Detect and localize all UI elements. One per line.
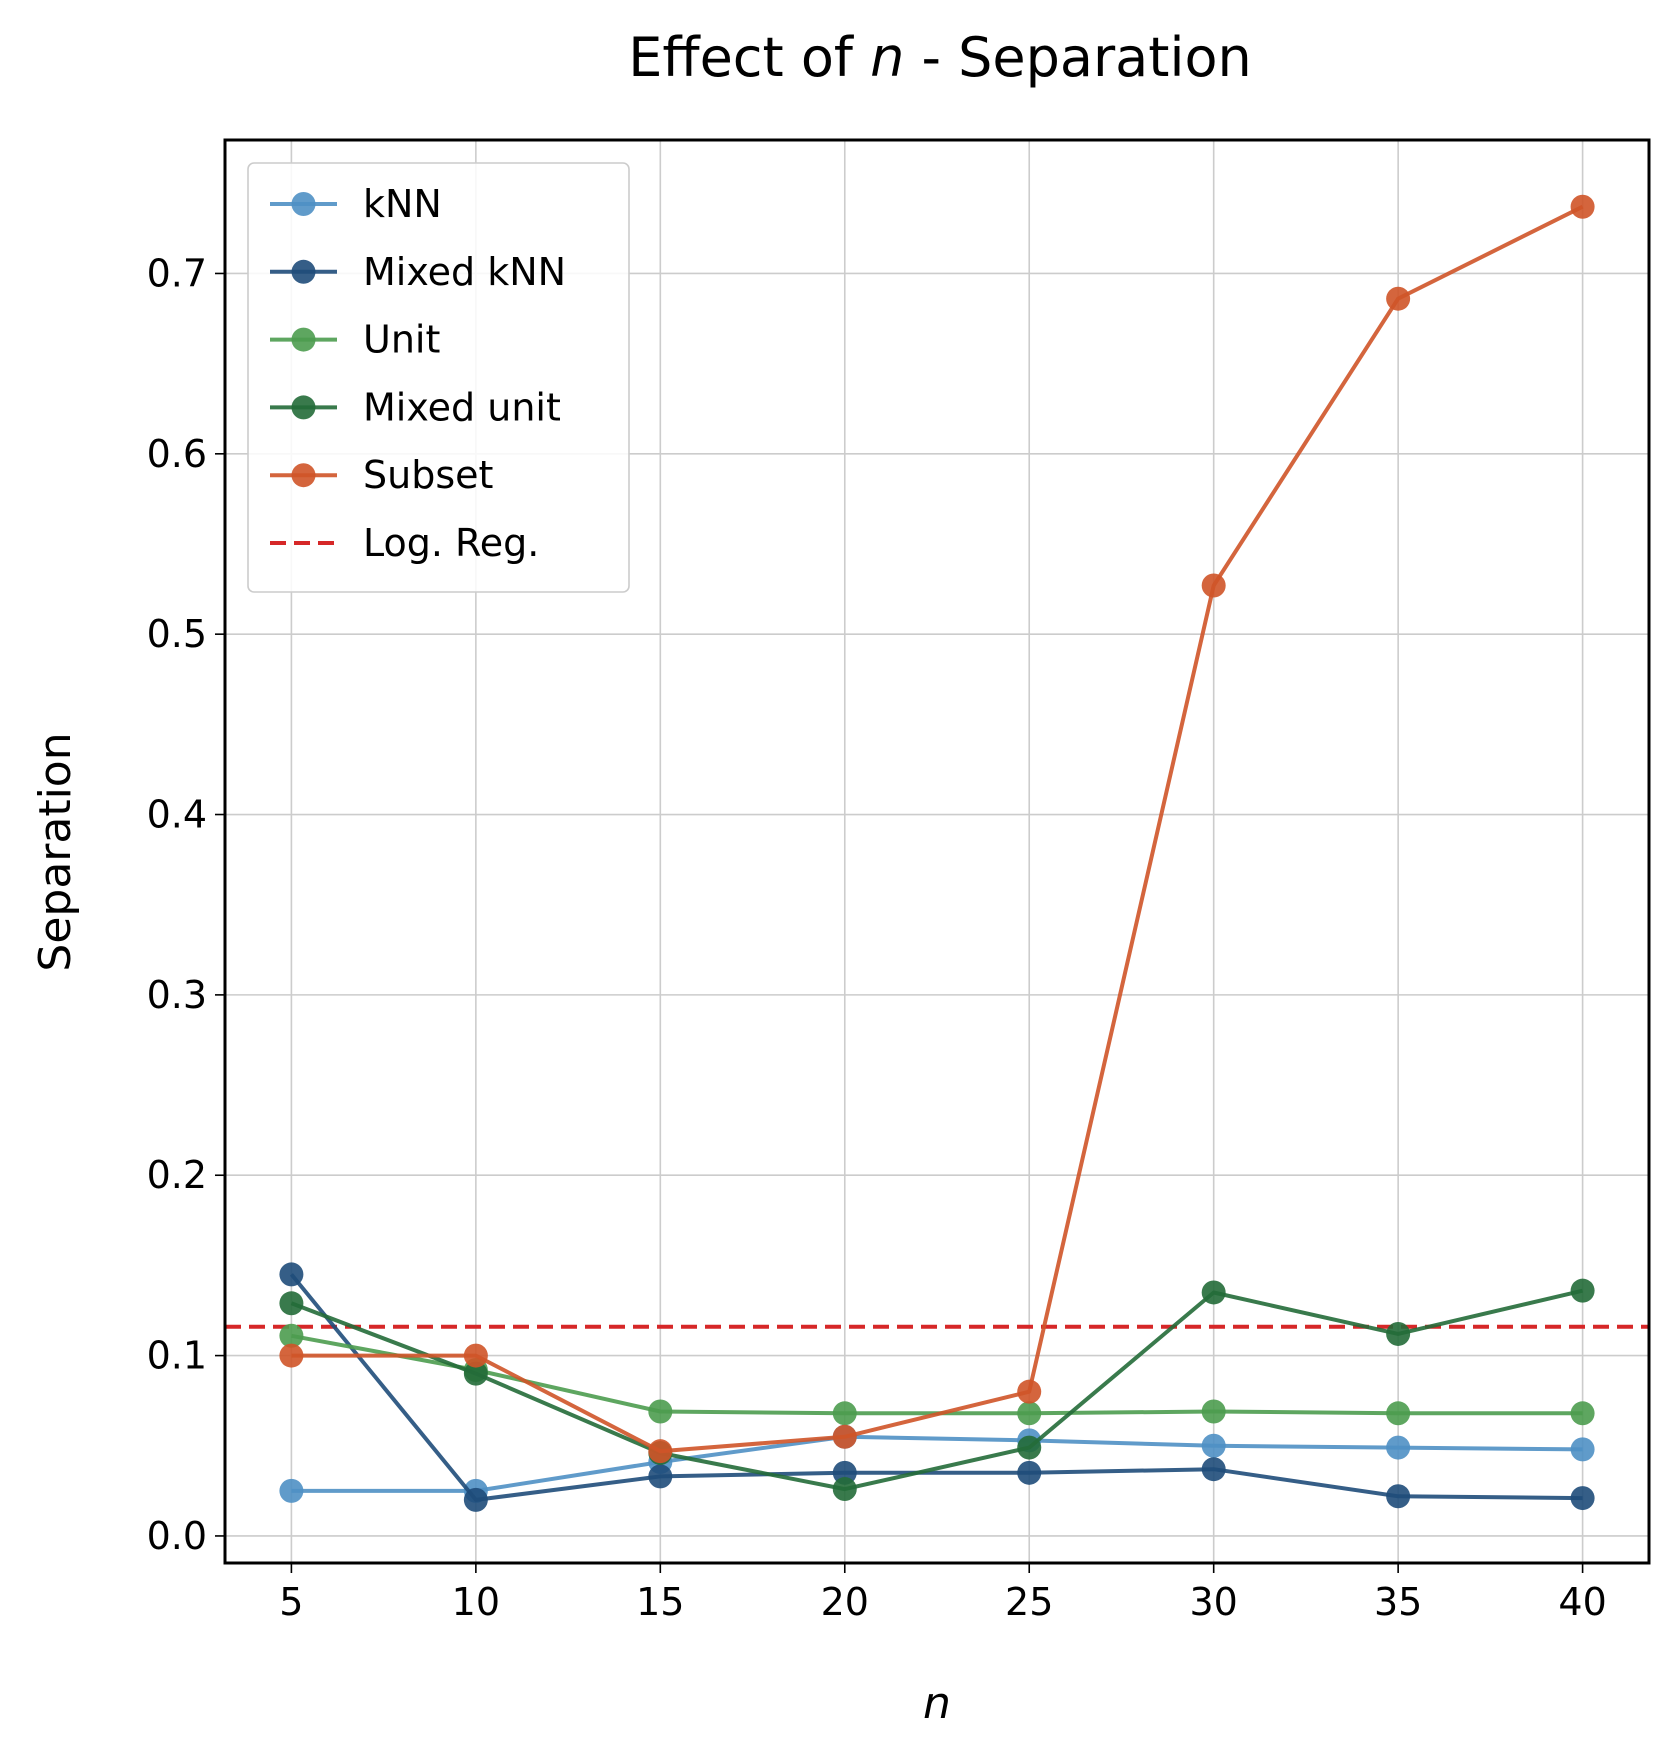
y-tick-label: 0.2 xyxy=(147,1153,207,1197)
legend-label: Log. Reg. xyxy=(363,521,539,565)
legend-item-unit: Unit xyxy=(270,318,440,362)
series-subset xyxy=(279,194,1595,1464)
data-point-knn xyxy=(1386,1435,1411,1460)
data-point-unit xyxy=(1201,1399,1226,1424)
data-point-knn xyxy=(1570,1437,1595,1462)
x-tick-label: 10 xyxy=(452,1580,500,1624)
data-point-subset xyxy=(1386,286,1411,311)
legend-box xyxy=(247,162,630,593)
data-point-mixed-unit xyxy=(279,1291,304,1316)
legend-item-knn: kNN xyxy=(270,182,442,226)
ticks: 5 10 15 20 25 30 35 40 0.0 0.1 0.2 0.3 0.4 0.5 0.6 0.7 xyxy=(147,251,1607,1624)
data-point-mixed-unit xyxy=(1386,1321,1411,1346)
x-axis-label: n xyxy=(923,1678,951,1729)
x-tick-label: 25 xyxy=(1005,1580,1053,1624)
data-point-unit xyxy=(648,1399,673,1424)
legend-item-mixed-knn: Mixed kNN xyxy=(270,250,566,294)
legend-label: Mixed unit xyxy=(363,385,561,429)
legend-label: Mixed kNN xyxy=(363,250,566,294)
legend-item-log-reg: Log. Reg. xyxy=(270,521,539,565)
legend-marker xyxy=(291,192,316,216)
data-point-mixed-unit xyxy=(1017,1435,1042,1460)
title-suffix: - Separation xyxy=(904,26,1251,89)
x-tick-label: 30 xyxy=(1190,1580,1238,1624)
data-point-mixed-unit xyxy=(463,1361,488,1386)
legend-label: Unit xyxy=(363,318,440,362)
data-point-mixed-knn xyxy=(1386,1484,1411,1509)
y-tick-label: 0.4 xyxy=(147,793,207,837)
data-point-subset xyxy=(463,1343,488,1368)
legend-marker xyxy=(291,463,316,488)
x-tick-label: 40 xyxy=(1558,1580,1606,1624)
legend: kNN Mixed kNN Unit Mixed unit Subset Log. Reg… xyxy=(247,162,630,593)
title-prefix: Effect of xyxy=(628,26,855,89)
data-point-subset xyxy=(1201,573,1226,598)
series-line-knn xyxy=(291,1434,1583,1493)
y-tick-label: 0.3 xyxy=(147,973,207,1017)
data-point-unit xyxy=(1386,1401,1411,1426)
x-tick-label: 35 xyxy=(1374,1580,1422,1624)
legend-label: kNN xyxy=(363,182,442,226)
data-point-subset xyxy=(832,1424,857,1449)
chart-title: Effect of n - Separation xyxy=(628,26,1251,89)
data-point-knn xyxy=(279,1478,304,1503)
legend-marker xyxy=(291,259,316,284)
title-variable: n xyxy=(870,26,904,89)
y-tick-label: 0.6 xyxy=(147,432,207,476)
data-point-mixed-unit xyxy=(1570,1278,1595,1303)
data-point-unit xyxy=(279,1323,304,1348)
x-tick-label: 5 xyxy=(279,1580,303,1624)
data-point-mixed-knn xyxy=(463,1487,488,1512)
series-lines xyxy=(279,194,1595,1512)
data-point-mixed-knn xyxy=(1017,1460,1042,1485)
series-line-subset xyxy=(291,204,1584,1454)
y-tick-label: 0.5 xyxy=(147,612,207,656)
data-point-subset xyxy=(279,1343,304,1368)
y-axis-label: Separation xyxy=(30,732,81,971)
legend-marker xyxy=(291,327,316,352)
data-point-subset xyxy=(648,1439,673,1464)
y-tick-label: 0.7 xyxy=(147,251,207,295)
data-point-mixed-knn xyxy=(279,1262,304,1287)
data-point-mixed-unit xyxy=(1201,1280,1226,1305)
plot-frame xyxy=(223,138,1651,1565)
legend-label: Subset xyxy=(363,453,493,497)
data-point-mixed-knn xyxy=(1570,1486,1595,1511)
x-tick-label: 15 xyxy=(636,1580,684,1624)
x-tick-label: 20 xyxy=(821,1580,869,1624)
series-unit xyxy=(279,1323,1595,1426)
data-point-unit xyxy=(1017,1401,1042,1426)
series-line-mixed-unit xyxy=(290,1288,1584,1492)
data-point-mixed-knn xyxy=(648,1464,673,1489)
data-point-subset xyxy=(1570,194,1595,219)
data-point-knn xyxy=(1201,1433,1226,1458)
legend-item-mixed-unit: Mixed unit xyxy=(270,385,561,429)
y-tick-label: 0.0 xyxy=(147,1514,207,1558)
grid xyxy=(225,140,1649,1563)
data-point-subset xyxy=(1017,1379,1042,1404)
data-point-mixed-unit xyxy=(832,1477,857,1502)
data-point-mixed-knn xyxy=(1201,1457,1226,1482)
series-line-mixed-knn xyxy=(289,1273,1583,1502)
y-tick-label: 0.1 xyxy=(147,1334,207,1378)
data-point-unit xyxy=(1570,1401,1595,1426)
legend-item-subset: Subset xyxy=(270,453,493,497)
legend-marker xyxy=(291,395,316,420)
data-point-unit xyxy=(832,1401,857,1426)
